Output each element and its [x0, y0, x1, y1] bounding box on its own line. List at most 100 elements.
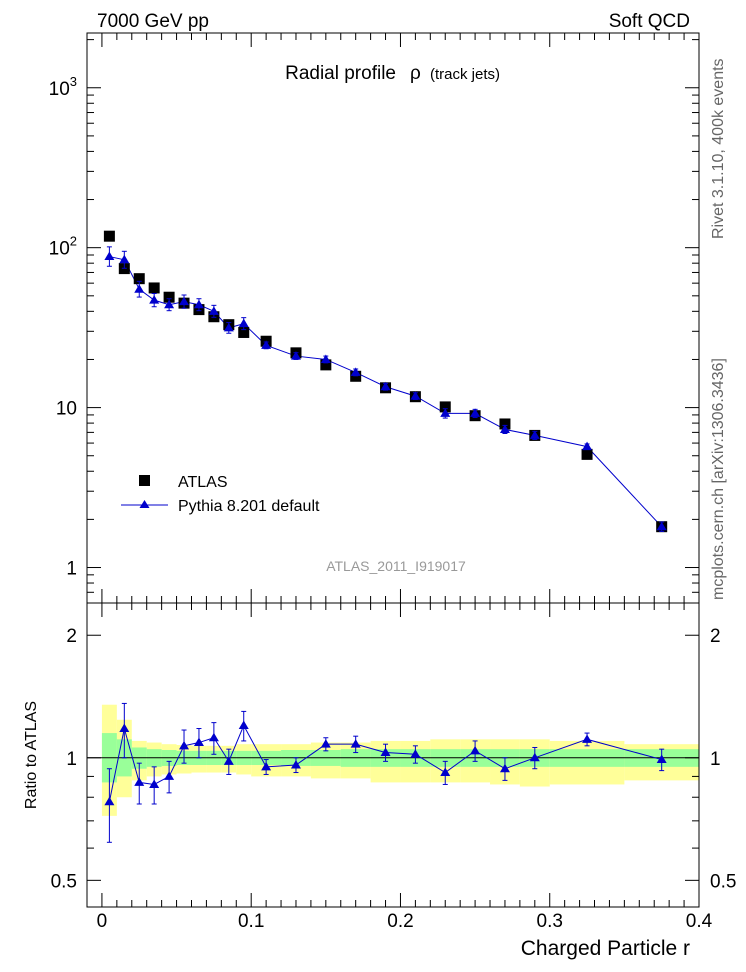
pythia-point: [582, 441, 593, 451]
legend-atlas-label: ATLAS: [178, 474, 228, 491]
tick-exponent: 3: [70, 74, 77, 89]
pythia-point: [208, 306, 219, 315]
pythia-point: [320, 354, 331, 363]
ratio-polyline: [108, 724, 662, 802]
ratio-point: [238, 720, 249, 730]
pythia-point: [149, 295, 160, 304]
pythia-polyline: [109, 256, 663, 528]
tick-base: 10: [49, 79, 70, 100]
main-y-tick-label: 102: [49, 234, 77, 260]
ratio-point: [470, 745, 481, 755]
pythia-point: [261, 340, 272, 349]
atlas-point: [148, 282, 160, 294]
pythia-point: [223, 322, 234, 332]
pythia-point: [179, 296, 190, 306]
ratio-y-tick-labels: 0.5 0.5 1 1 2 2: [51, 626, 737, 892]
x-axis-label: Charged Particle r: [521, 937, 690, 960]
pythia-point: [290, 351, 301, 360]
atlas-point: [499, 418, 511, 430]
tick-base: 1: [66, 559, 77, 580]
ratio-panel: 0.5 0.51 12 2 0 0.1 0.2 0.3 0.4 Ratio to ATLAS …: [23, 602, 737, 960]
header-right: Soft QCD: [609, 11, 690, 32]
ratio-y-tick-label: 2: [66, 626, 77, 647]
ratio-pythia-markers: [104, 702, 667, 843]
pythia-point: [499, 424, 510, 433]
ratio-point: [261, 761, 272, 771]
x-tick-label: 0: [97, 911, 108, 932]
ratio-y-tick-label-right: 2: [710, 626, 721, 647]
pythia-point: [470, 408, 481, 417]
atlas-point: [163, 291, 175, 303]
ratio-y-tick-label-right: 1: [710, 749, 721, 770]
ratio-point: [193, 737, 204, 747]
ratio-point: [223, 756, 234, 765]
main-y-tick-label: 1: [66, 559, 77, 580]
ratio-y-tick-label: 0.5: [51, 871, 77, 892]
ratio-point: [149, 779, 160, 788]
main-title-text: Radial profile: [285, 63, 396, 84]
x-tick-label: 0.2: [387, 911, 413, 932]
ratio-point: [529, 752, 540, 762]
atlas-point: [133, 273, 145, 285]
ratio-point: [440, 767, 451, 777]
ratio-point: [410, 749, 421, 758]
ratio-point: [320, 739, 331, 748]
main-frame: [86, 32, 700, 604]
ratio-y-tick-label: 1: [66, 749, 77, 770]
pythia-point: [119, 254, 130, 264]
pythia-point: [238, 318, 249, 328]
pythia-markers: [104, 246, 667, 532]
ratio-point: [119, 723, 130, 733]
pythia-point: [193, 299, 204, 309]
ratio-y-axis-label: Ratio to ATLAS: [23, 701, 40, 809]
pythia-line: [109, 256, 663, 528]
main-title-symbol: ρ: [410, 63, 421, 84]
ratio-point: [380, 747, 391, 757]
main-axis-ticks: [87, 33, 700, 604]
header-left: 7000 GeV pp: [97, 11, 209, 32]
main-y-tick-label: 103: [49, 74, 77, 100]
x-tick-label: 0.1: [238, 911, 264, 932]
ratio-uncertainty-bands: [101, 704, 699, 816]
pythia-point: [350, 367, 361, 376]
pythia-point: [440, 408, 451, 417]
analysis-watermark: ATLAS_2011_I919017: [326, 558, 466, 574]
pythia-point: [656, 521, 667, 531]
main-title-suffix: (track jets): [430, 66, 500, 83]
atlas-point: [581, 448, 593, 460]
ratio-point: [104, 796, 115, 806]
ratio-point: [208, 732, 219, 742]
pythia-point: [410, 391, 421, 400]
ratio-y-tick-label-right: 0.5: [710, 871, 736, 892]
legend-atlas-marker: [139, 475, 150, 486]
ratio-point: [179, 740, 190, 750]
pythia-point: [104, 251, 115, 261]
main-y-tick-label: 10: [56, 399, 77, 420]
legend-pythia-marker: [139, 500, 150, 508]
mcplots-label: mcplots.cern.ch [arXiv:1306.3436]: [710, 358, 727, 600]
x-tick-label: 0.3: [537, 911, 563, 932]
main-title: Radial profile: [285, 63, 396, 84]
ratio-axis-ticks: [87, 603, 700, 907]
ratio-point: [134, 777, 145, 786]
rivet-label: Rivet 3.1.10, 400k events: [710, 58, 727, 239]
pythia-point: [134, 284, 145, 293]
atlas-point: [439, 401, 451, 413]
ratio-point: [290, 760, 301, 769]
pythia-point: [380, 381, 391, 391]
legend: ATLAS Pythia 8.201 default: [121, 474, 320, 515]
atlas-point: [103, 230, 115, 242]
ratio-point: [656, 754, 667, 764]
pythia-point: [164, 299, 175, 309]
tick-base: 10: [56, 399, 77, 420]
ratio-pythia-line: [108, 724, 662, 802]
legend-pythia-label: Pythia 8.201 default: [178, 498, 320, 515]
ratio-point: [350, 739, 361, 748]
ratio-point: [499, 763, 510, 773]
tick-exponent: 2: [70, 234, 77, 249]
tick-base: 10: [49, 239, 70, 260]
ratio-point: [582, 734, 593, 743]
